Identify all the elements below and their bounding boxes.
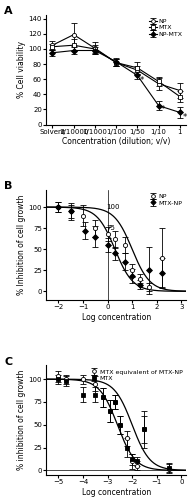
Y-axis label: % Inhibition of cell growth: % Inhibition of cell growth [17, 195, 26, 295]
Legend: NP, MTX, NP-MTX: NP, MTX, NP-MTX [148, 18, 183, 38]
Legend: NP, MTX-NP: NP, MTX-NP [149, 194, 183, 206]
Text: *: * [161, 105, 166, 114]
X-axis label: Log concentration: Log concentration [82, 312, 151, 322]
Text: 75: 75 [106, 225, 115, 231]
X-axis label: Concentration (dilution; v/v): Concentration (dilution; v/v) [62, 138, 170, 146]
Legend: MTX equivalent of MTX-NP, MTX: MTX equivalent of MTX-NP, MTX [90, 368, 183, 382]
Y-axis label: % Cell viability: % Cell viability [17, 42, 26, 98]
Text: C: C [4, 356, 12, 366]
Text: 100: 100 [106, 204, 120, 210]
Text: *: * [182, 113, 187, 122]
Text: A: A [4, 6, 13, 16]
X-axis label: Log concentration: Log concentration [82, 488, 151, 497]
Text: B: B [4, 182, 12, 192]
Text: *: * [140, 76, 144, 85]
Y-axis label: % inhibition of cell growth: % inhibition of cell growth [17, 370, 26, 470]
